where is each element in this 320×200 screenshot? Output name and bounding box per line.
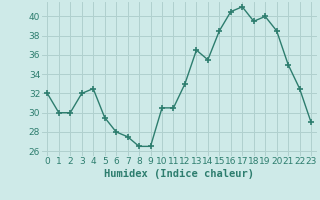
X-axis label: Humidex (Indice chaleur): Humidex (Indice chaleur)	[104, 169, 254, 179]
